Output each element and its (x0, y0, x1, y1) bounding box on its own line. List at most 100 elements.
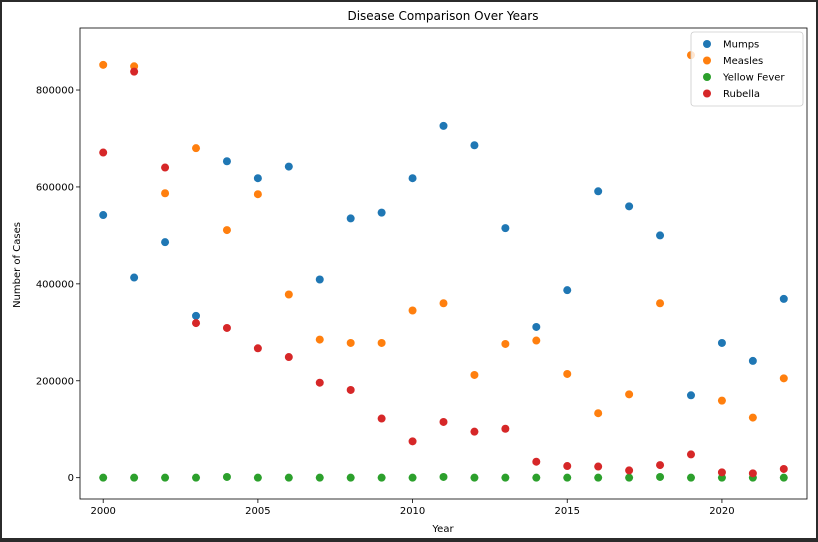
point-rubella (253, 344, 262, 353)
point-measles (346, 338, 355, 347)
point-rubella (222, 323, 231, 332)
point-yellow-fever (656, 472, 665, 481)
x-axis-title: Year (431, 524, 454, 535)
legend-frame (690, 31, 804, 107)
point-measles (563, 369, 572, 378)
point-mumps (748, 356, 757, 365)
point-yellow-fever (563, 473, 572, 482)
point-measles (748, 413, 757, 422)
point-measles (656, 299, 665, 308)
point-yellow-fever (408, 473, 417, 482)
point-yellow-fever (439, 472, 448, 481)
legend-marker-measles (703, 56, 711, 65)
point-rubella (686, 450, 695, 459)
point-measles (470, 370, 479, 379)
point-measles (161, 189, 170, 198)
point-yellow-fever (686, 473, 695, 482)
x-tick-label: 2005 (245, 506, 270, 517)
point-rubella (748, 469, 757, 478)
point-mumps (253, 174, 262, 183)
point-rubella (161, 163, 170, 172)
point-mumps (686, 391, 695, 400)
point-measles (99, 60, 108, 69)
y-tick-label: 600000 (36, 182, 74, 193)
point-yellow-fever (130, 473, 139, 482)
plot-frame (79, 27, 808, 500)
legend-marker-yellow-fever (703, 73, 711, 81)
point-rubella (346, 385, 355, 394)
point-rubella (192, 319, 201, 328)
point-yellow-fever (253, 473, 262, 482)
y-tick-label: 400000 (36, 279, 74, 290)
point-rubella (315, 378, 324, 387)
point-rubella (779, 464, 788, 473)
point-yellow-fever (377, 473, 386, 482)
point-measles (408, 306, 417, 315)
point-mumps (563, 286, 572, 295)
point-measles (532, 336, 541, 345)
point-mumps (130, 273, 139, 282)
point-rubella (130, 67, 139, 76)
point-yellow-fever (470, 473, 479, 482)
legend-label-mumps: Mumps (723, 40, 759, 51)
point-yellow-fever (99, 473, 108, 482)
x-tick-label: 2020 (709, 506, 734, 517)
point-mumps (377, 208, 386, 217)
point-rubella (656, 461, 665, 470)
point-yellow-fever (161, 473, 170, 482)
point-mumps (594, 187, 603, 196)
point-rubella (625, 466, 634, 475)
point-yellow-fever (625, 473, 634, 482)
point-yellow-fever (594, 473, 603, 482)
point-mumps (346, 214, 355, 223)
point-mumps (408, 174, 417, 183)
y-axis-title: Number of Cases (12, 222, 23, 308)
point-yellow-fever (192, 473, 201, 482)
point-rubella (470, 427, 479, 436)
point-mumps (501, 224, 510, 233)
point-yellow-fever (222, 472, 231, 481)
point-yellow-fever (284, 473, 293, 482)
point-rubella (501, 424, 510, 433)
point-rubella (594, 462, 603, 471)
point-measles (222, 226, 231, 235)
point-measles (625, 390, 634, 399)
point-measles (284, 290, 293, 299)
legend-marker-rubella (703, 89, 711, 98)
point-mumps (315, 275, 324, 284)
x-tick-label: 2015 (555, 506, 580, 517)
point-measles (779, 374, 788, 383)
point-rubella (99, 148, 108, 157)
point-yellow-fever (346, 473, 355, 482)
point-measles (717, 396, 726, 405)
point-mumps (99, 211, 108, 220)
point-mumps (532, 322, 541, 331)
point-yellow-fever (779, 473, 788, 482)
point-measles (377, 338, 386, 347)
legend-marker-mumps (703, 40, 711, 48)
point-rubella (717, 468, 726, 477)
point-measles (501, 339, 510, 348)
point-rubella (439, 417, 448, 426)
point-mumps (717, 338, 726, 347)
y-tick-label: 0 (68, 473, 74, 484)
x-tick-label: 2010 (400, 506, 425, 517)
point-measles (192, 144, 201, 153)
point-measles (315, 335, 324, 344)
point-rubella (377, 414, 386, 423)
legend-label-yellow-fever: Yellow Fever (722, 73, 785, 84)
point-rubella (284, 353, 293, 362)
point-mumps (161, 238, 170, 247)
plot-area: 2000 2005 2010 2015 2020 0 200000 400000 600000 8… (36, 27, 808, 517)
point-yellow-fever (315, 473, 324, 482)
point-measles (594, 409, 603, 418)
legend: Mumps Measles Yellow Fever Rubella (690, 31, 804, 107)
point-mumps (192, 311, 201, 320)
point-yellow-fever (532, 473, 541, 482)
x-tick-label: 2000 (90, 506, 115, 517)
y-tick-label: 200000 (36, 376, 74, 387)
point-rubella (563, 462, 572, 471)
point-mumps (779, 294, 788, 303)
